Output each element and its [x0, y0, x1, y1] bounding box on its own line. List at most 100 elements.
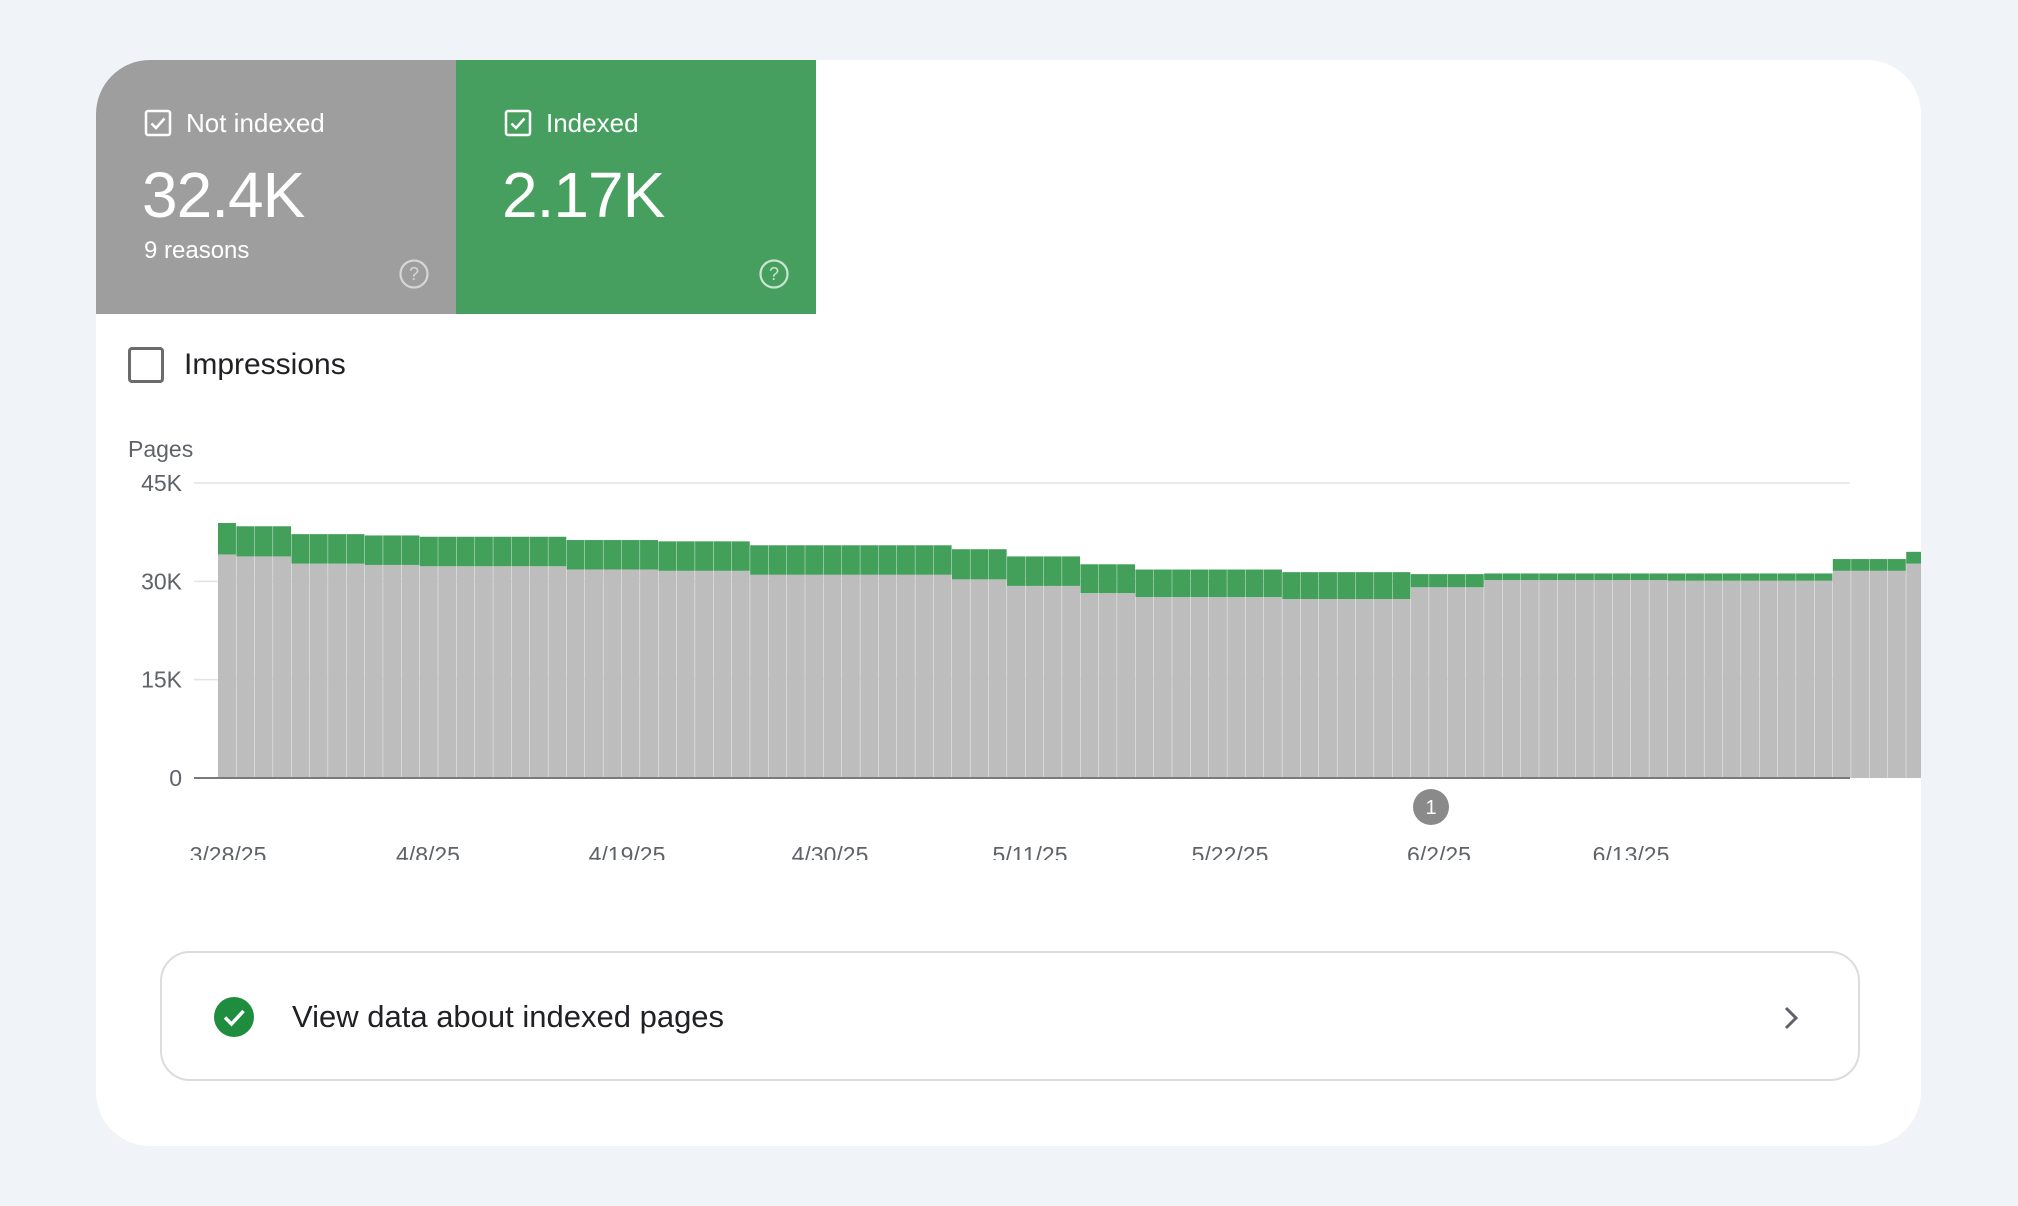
help-icon[interactable]: ?: [398, 258, 430, 290]
bar-indexed: [236, 526, 255, 557]
y-tick-label: 45K: [141, 470, 183, 496]
bar-not-indexed: [438, 566, 457, 778]
bar-indexed: [952, 549, 970, 580]
bar-indexed: [1667, 573, 1686, 581]
impressions-label: Impressions: [184, 348, 346, 381]
bar-not-indexed: [1630, 580, 1649, 778]
bar-indexed: [695, 541, 714, 571]
bar-not-indexed: [1153, 597, 1172, 778]
x-tick-label: 3/28/25: [190, 842, 267, 860]
indexed-label: Indexed: [546, 108, 639, 138]
bar-indexed: [493, 536, 512, 567]
bar-not-indexed: [585, 569, 603, 778]
bar-not-indexed: [713, 570, 732, 778]
bar-not-indexed: [1520, 580, 1539, 778]
checkbox-checked-icon[interactable]: [504, 109, 532, 137]
indexing-chart: Pages 0 15K 30K 45K 3/28/25 4/8/25 4/19/25 4/30/…: [128, 436, 1921, 860]
bar-indexed: [658, 541, 677, 571]
bar-indexed: [1649, 573, 1668, 581]
bar-not-indexed: [1594, 580, 1613, 778]
bar-indexed: [1484, 573, 1503, 581]
not-indexed-reasons: 9 reasons: [144, 237, 250, 264]
bar-indexed: [1374, 572, 1392, 600]
bar-indexed: [1741, 573, 1759, 581]
bar-indexed: [1887, 559, 1906, 571]
bar-indexed: [1594, 573, 1613, 581]
y-tick-label: 15K: [141, 667, 183, 693]
bar-indexed: [676, 541, 695, 571]
view-indexed-pages-button[interactable]: View data about indexed pages: [160, 951, 1860, 1081]
bar-not-indexed: [1539, 580, 1558, 778]
bar-indexed: [841, 545, 860, 575]
indexed-metric-tile[interactable]: Indexed 2.17K ?: [456, 60, 816, 314]
bar-not-indexed: [640, 569, 658, 778]
bar-not-indexed: [1465, 587, 1484, 778]
bar-indexed: [1392, 572, 1411, 600]
bar-not-indexed: [309, 563, 328, 778]
bar-not-indexed: [1135, 597, 1154, 778]
bar-not-indexed: [621, 569, 640, 778]
bar-indexed: [988, 549, 1007, 580]
bar-indexed: [1502, 573, 1521, 581]
annotation-marker: [1413, 789, 1449, 825]
bar-not-indexed: [1410, 587, 1429, 778]
bar-indexed: [1043, 556, 1062, 586]
bar-not-indexed: [805, 574, 824, 778]
bar-not-indexed: [1098, 593, 1117, 778]
bar-indexed: [1062, 556, 1081, 586]
impressions-toggle[interactable]: Impressions: [128, 347, 346, 383]
indexed-toggle[interactable]: Indexed: [504, 109, 639, 137]
bar-not-indexed: [1300, 599, 1319, 778]
x-tick-label: 4/30/25: [792, 842, 869, 860]
y-axis-label: Pages: [128, 436, 193, 462]
x-tick-label: 4/19/25: [589, 842, 666, 860]
bar-not-indexed: [1612, 580, 1631, 778]
help-icon[interactable]: ?: [758, 258, 790, 290]
bar-not-indexed: [1062, 585, 1081, 778]
bar-not-indexed: [511, 566, 530, 778]
bar-not-indexed: [1796, 580, 1815, 778]
checkbox-checked-icon[interactable]: [144, 109, 172, 137]
bar-indexed: [878, 545, 897, 575]
bar-not-indexed: [1282, 599, 1301, 778]
bar-not-indexed: [1686, 580, 1704, 778]
not-indexed-metric-tile[interactable]: Not indexed 32.4K 9 reasons ?: [96, 60, 456, 314]
bar-indexed: [291, 534, 310, 564]
bar-indexed: [1227, 569, 1246, 598]
bar-indexed: [548, 536, 567, 567]
bar-not-indexed: [1814, 580, 1833, 778]
bar-indexed: [1759, 573, 1778, 581]
indexed-value: 2.17K: [502, 159, 665, 231]
bar-indexed: [1007, 556, 1025, 586]
bar-indexed: [566, 540, 585, 570]
bar-not-indexed: [1392, 599, 1411, 778]
bar-not-indexed: [1007, 585, 1025, 778]
bar-indexed: [1135, 569, 1154, 598]
bar-not-indexed: [383, 564, 402, 778]
bar-not-indexed: [896, 574, 915, 778]
bar-indexed: [933, 545, 952, 575]
check-circle-icon: [214, 997, 254, 1037]
bar-indexed: [970, 549, 989, 580]
bar-indexed: [438, 536, 457, 567]
bar-not-indexed: [218, 554, 236, 778]
view-indexed-pages-label: View data about indexed pages: [292, 999, 725, 1034]
bar-not-indexed: [1667, 580, 1686, 778]
not-indexed-toggle[interactable]: Not indexed: [144, 109, 325, 137]
bar-indexed: [1208, 569, 1227, 598]
bar-indexed: [529, 536, 548, 567]
bar-not-indexed: [603, 569, 622, 778]
bar-not-indexed: [1319, 599, 1337, 778]
bar-not-indexed: [254, 556, 273, 778]
bar-not-indexed: [328, 563, 347, 778]
svg-text:?: ?: [769, 264, 779, 284]
bar-indexed: [1319, 572, 1337, 600]
bar-indexed: [1447, 574, 1466, 588]
bar-indexed: [1080, 564, 1099, 594]
bar-indexed: [254, 526, 273, 557]
impressions-checkbox[interactable]: [128, 347, 164, 383]
chevron-right-icon: [1784, 1006, 1799, 1030]
bar-not-indexed: [1355, 599, 1374, 778]
bar-indexed: [346, 534, 365, 564]
bar-indexed: [1796, 573, 1815, 581]
